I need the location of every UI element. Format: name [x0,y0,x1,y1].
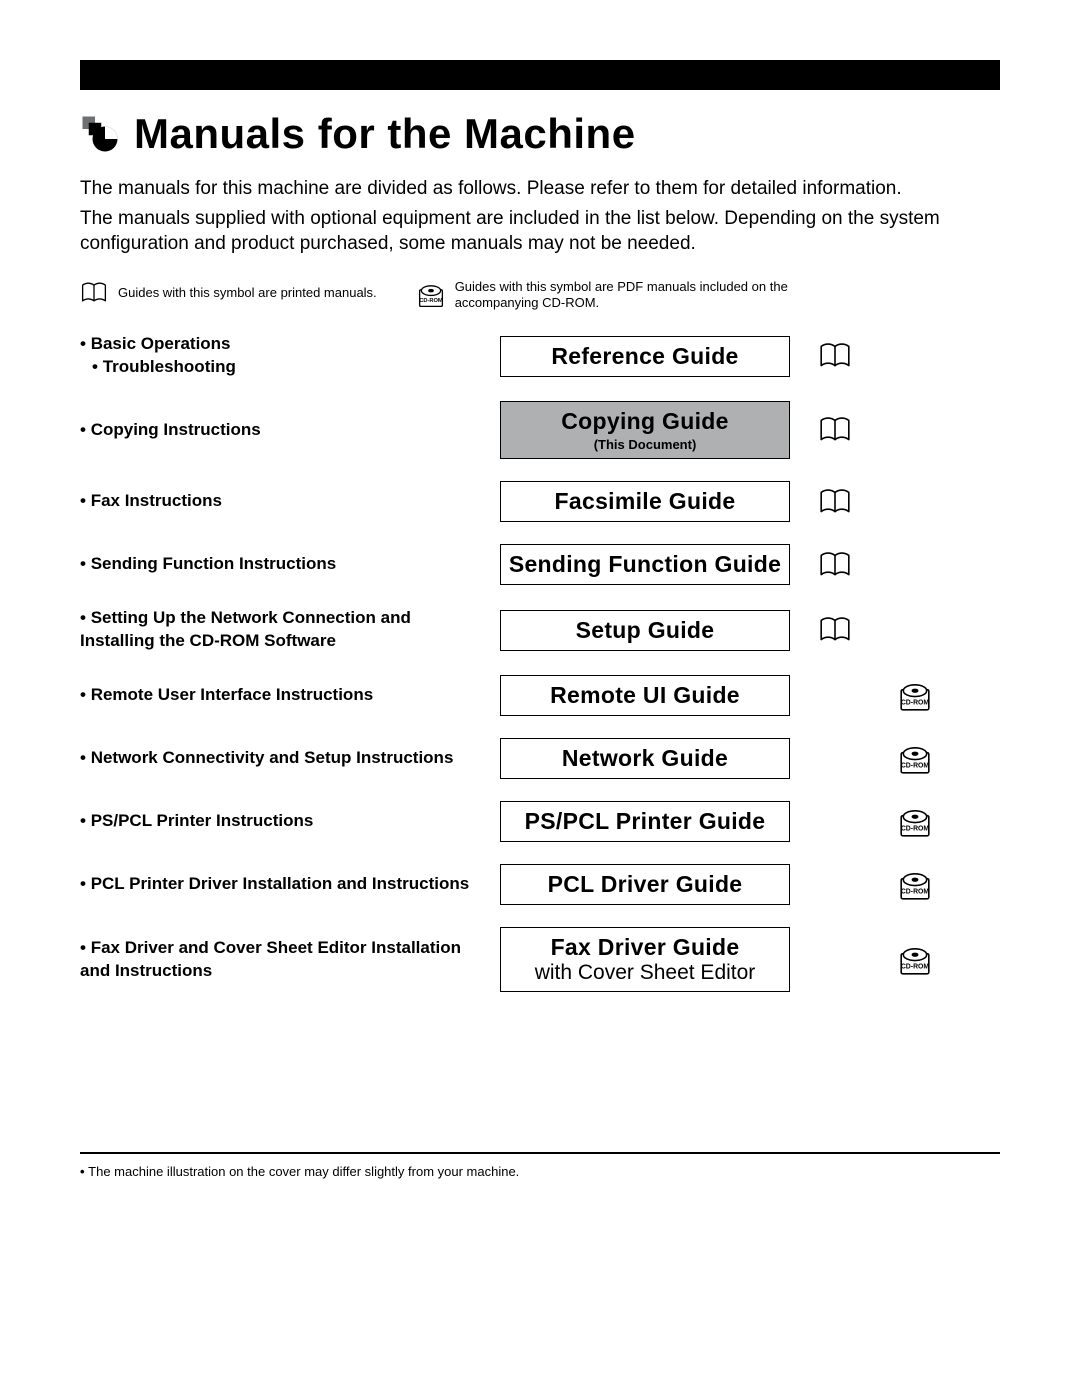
bullet-text: Fax Instructions [80,490,490,513]
guide-row: Fax Driver and Cover Sheet Editor Instal… [80,927,1000,992]
footnote: The machine illustration on the cover ma… [80,1164,1000,1179]
bullet-text: Troubleshooting [80,356,490,379]
printed-icon-cell [800,548,870,582]
cdrom-icon-cell [880,943,950,977]
guide-row: Network Connectivity and Setup Instructi… [80,738,1000,779]
cdrom-icon-cell [880,679,950,713]
bullet-text: Copying Instructions [80,419,490,442]
guide-title: Remote UI Guide [505,682,785,709]
cdrom-icon [417,281,445,309]
guide-box: PS/PCL Printer Guide [500,801,790,842]
guide-title: Reference Guide [505,343,785,370]
guide-bullets: PS/PCL Printer Instructions [80,810,490,833]
guide-title: Setup Guide [505,617,785,644]
book-icon [818,613,852,647]
bullet-text: Network Connectivity and Setup Instructi… [80,747,490,770]
legend-cdrom-text: Guides with this symbol are PDF manuals … [455,279,795,312]
printed-icon-cell [800,339,870,373]
guide-row: Sending Function Instructions Sending Fun… [80,544,1000,585]
cdrom-icon [898,943,932,977]
guide-bullets: Basic OperationsTroubleshooting [80,333,490,379]
guide-row: Remote User Interface Instructions Remote… [80,675,1000,716]
footer-rule [80,1152,1000,1154]
guide-box: Network Guide [500,738,790,779]
intro-line: The manuals supplied with optional equip… [80,206,1000,257]
guide-bullets: Sending Function Instructions [80,553,490,576]
guide-title: Copying Guide [505,408,785,435]
book-icon [818,413,852,447]
document-page: Manuals for the Machine The manuals for … [0,0,1080,1219]
guide-box: Sending Function Guide [500,544,790,585]
guide-bullets: Fax Instructions [80,490,490,513]
guide-title: PCL Driver Guide [505,871,785,898]
guide-bullets: Remote User Interface Instructions [80,684,490,707]
bullet-text: Remote User Interface Instructions [80,684,490,707]
guide-row: Basic OperationsTroubleshooting Reference… [80,333,1000,379]
book-icon [818,485,852,519]
guide-note: (This Document) [505,437,785,452]
bullet-text: Setting Up the Network Connection and In… [80,607,490,653]
guide-bullets: Copying Instructions [80,419,490,442]
guide-row: Fax Instructions Facsimile Guide [80,481,1000,522]
intro-line: The manuals for this machine are divided… [80,176,1000,202]
guide-title: Facsimile Guide [505,488,785,515]
printed-icon-cell [800,485,870,519]
guide-bullets: Fax Driver and Cover Sheet Editor Instal… [80,937,490,983]
guide-box: Reference Guide [500,336,790,377]
guide-box: Setup Guide [500,610,790,651]
cdrom-icon [898,679,932,713]
guide-subtitle: with Cover Sheet Editor [505,961,785,985]
title-row: Manuals for the Machine [80,110,1000,158]
guide-row: PCL Printer Driver Installation and Inst… [80,864,1000,905]
guide-box: PCL Driver Guide [500,864,790,905]
header-bar [80,60,1000,90]
book-icon [80,279,108,307]
legend-cdrom: Guides with this symbol are PDF manuals … [417,279,795,312]
guide-box: Remote UI Guide [500,675,790,716]
legend-printed: Guides with this symbol are printed manu… [80,279,377,307]
guide-bullets: Setting Up the Network Connection and In… [80,607,490,653]
cdrom-icon-cell [880,805,950,839]
intro-block: The manuals for this machine are divided… [80,176,1000,257]
guide-box: Facsimile Guide [500,481,790,522]
guide-row: Copying Instructions Copying Guide (This D… [80,401,1000,459]
legend: Guides with this symbol are printed manu… [80,279,1000,312]
guide-row: PS/PCL Printer Instructions PS/PCL Printe… [80,801,1000,842]
title-bullet-icon [80,114,120,154]
printed-icon-cell [800,413,870,447]
printed-icon-cell [800,613,870,647]
cdrom-icon [898,868,932,902]
guide-title: Fax Driver Guide [505,934,785,961]
guide-title: PS/PCL Printer Guide [505,808,785,835]
bullet-text: Fax Driver and Cover Sheet Editor Instal… [80,937,490,983]
bullet-text: PCL Printer Driver Installation and Inst… [80,873,490,896]
guide-title: Sending Function Guide [505,551,785,578]
guide-rows: Basic OperationsTroubleshooting Reference… [80,333,1000,992]
cdrom-icon-cell [880,742,950,776]
guide-box: Fax Driver Guidewith Cover Sheet Editor [500,927,790,992]
guide-bullets: PCL Printer Driver Installation and Inst… [80,873,490,896]
cdrom-icon [898,805,932,839]
cdrom-icon-cell [880,868,950,902]
book-icon [818,548,852,582]
guide-bullets: Network Connectivity and Setup Instructi… [80,747,490,770]
page-title: Manuals for the Machine [134,110,636,158]
bullet-text: Basic Operations [80,333,490,356]
guide-row: Setting Up the Network Connection and In… [80,607,1000,653]
cdrom-icon [898,742,932,776]
guide-title: Network Guide [505,745,785,772]
book-icon [818,339,852,373]
legend-printed-text: Guides with this symbol are printed manu… [118,285,377,301]
guide-box: Copying Guide (This Document) [500,401,790,459]
bullet-text: PS/PCL Printer Instructions [80,810,490,833]
bullet-text: Sending Function Instructions [80,553,490,576]
